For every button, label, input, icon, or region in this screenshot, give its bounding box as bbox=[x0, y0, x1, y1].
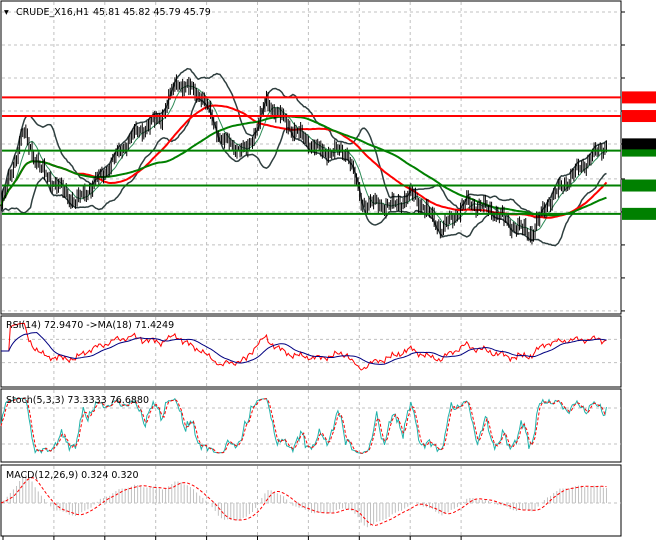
stoch-signal-line bbox=[0, 397, 607, 454]
panel-main bbox=[0, 0, 622, 315]
rsi-ma-line bbox=[1, 332, 607, 365]
rsi-line bbox=[1, 322, 607, 371]
panel-rsi bbox=[0, 315, 622, 388]
level-badge bbox=[622, 110, 656, 123]
panel-sto bbox=[0, 388, 622, 463]
level-badge bbox=[622, 91, 656, 104]
level-badge bbox=[622, 207, 656, 220]
stoch-main-line bbox=[0, 397, 607, 454]
panel-macd bbox=[0, 464, 622, 537]
current-price-badge bbox=[622, 138, 656, 150]
level-badge bbox=[622, 179, 656, 192]
macd-signal-line bbox=[0, 477, 607, 526]
